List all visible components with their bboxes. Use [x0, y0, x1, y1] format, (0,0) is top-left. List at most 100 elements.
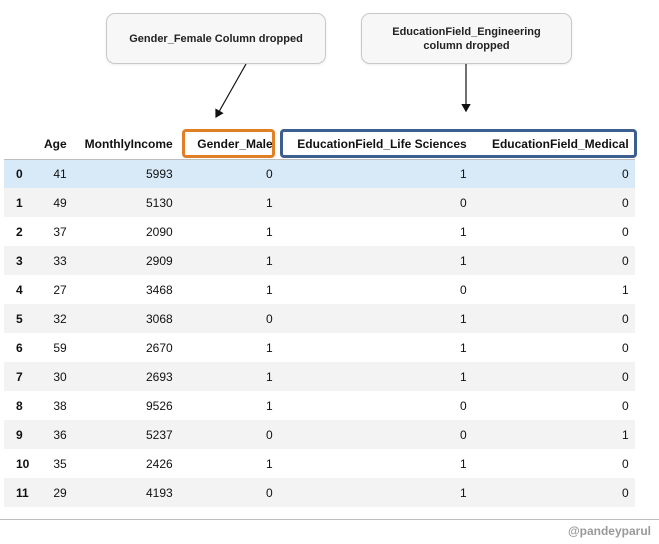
table-row: 11 29 4193 0 1 0 [4, 478, 635, 507]
cell-gender-male: 1 [178, 246, 279, 275]
cell-age: 30 [38, 362, 73, 391]
table-header-row: Age MonthlyIncome Gender_Male EducationF… [4, 130, 635, 160]
arrow-to-gender-male [215, 63, 247, 119]
table-row: 5 32 3068 0 1 0 [4, 304, 635, 333]
table-row: 9 36 5237 0 0 1 [4, 420, 635, 449]
cell-gender-male: 0 [178, 420, 279, 449]
column-header-age: Age [38, 130, 73, 160]
cell-gender-male: 1 [265, 340, 273, 355]
cell-educationfield-medical: 0 [472, 362, 635, 391]
cell-educationfield-medical: 0 [472, 304, 635, 333]
row-index: 10 [16, 456, 30, 471]
column-header-educationfield-life-sciences: EducationField_Life Sciences [278, 130, 473, 160]
row-index: 2 [16, 224, 23, 239]
row-index: 11 [4, 478, 38, 507]
cell-age: 36 [38, 420, 73, 449]
cell-monthlyincome: 5237 [72, 420, 179, 449]
column-header-index [4, 130, 38, 160]
table-row: 10 35 2426 1 1 0 [4, 449, 635, 478]
row-index: 7 [4, 362, 38, 391]
row-index: 9 [4, 420, 38, 449]
cell-gender-male: 1 [178, 188, 279, 217]
cell-educationfield-life-sciences: 1 [278, 159, 473, 188]
column-header-monthlyincome: MonthlyIncome [72, 130, 179, 160]
cell-gender-male: 0 [178, 478, 279, 507]
highlight-box-educationfield-columns [280, 129, 637, 158]
cell-monthlyincome: 9526 [145, 398, 173, 413]
cell-educationfield-medical: 0 [621, 224, 629, 239]
callout-right-text-line2: column dropped [423, 39, 510, 52]
cell-educationfield-life-sciences: 1 [459, 224, 467, 239]
cell-educationfield-life-sciences: 0 [459, 398, 467, 413]
cell-monthlyincome: 5993 [72, 159, 179, 188]
cell-monthlyincome: 4193 [72, 478, 179, 507]
cell-educationfield-medical: 0 [621, 340, 629, 355]
cell-educationfield-medical: 0 [621, 398, 629, 413]
cell-educationfield-medical: 0 [472, 246, 635, 275]
watermark-author: @pandeyparul [567, 524, 651, 538]
cell-age: 35 [53, 456, 67, 471]
row-index: 1 [4, 188, 38, 217]
cell-gender-male: 1 [265, 398, 273, 413]
callout-gender-female-dropped: Gender_Female Column dropped [106, 13, 326, 64]
cell-educationfield-life-sciences: 1 [459, 456, 467, 471]
cell-age: 49 [38, 188, 73, 217]
row-index: 5 [4, 304, 38, 333]
cell-monthlyincome: 2090 [145, 224, 173, 239]
cell-monthlyincome: 2693 [72, 362, 179, 391]
cell-monthlyincome: 2426 [145, 456, 173, 471]
row-index: 0 [4, 159, 38, 188]
cell-age: 59 [53, 340, 67, 355]
cell-educationfield-life-sciences: 1 [459, 340, 467, 355]
highlight-box-gender-male [182, 129, 275, 158]
cell-educationfield-medical: 1 [472, 420, 635, 449]
table-row: 6 59 2670 1 1 0 [4, 333, 635, 362]
callout-right-text-line1: EducationField_Engineering [392, 25, 541, 38]
cell-educationfield-medical: 0 [472, 159, 635, 188]
dataframe-table: Age MonthlyIncome Gender_Male EducationF… [4, 130, 635, 507]
cell-educationfield-medical: 0 [472, 478, 635, 507]
cell-age: 33 [38, 246, 73, 275]
cell-educationfield-medical: 0 [621, 456, 629, 471]
row-index: 8 [16, 398, 23, 413]
row-index: 6 [16, 340, 23, 355]
callout-educationfield-engineering-dropped: EducationField_Engineering column droppe… [361, 13, 572, 64]
column-header-gender-male: Gender_Male [178, 130, 279, 160]
cell-age: 37 [53, 224, 67, 239]
cell-educationfield-life-sciences: 0 [278, 188, 473, 217]
cell-educationfield-life-sciences: 1 [278, 246, 473, 275]
footer-divider [0, 519, 659, 520]
table-row: 2 37 2090 1 1 0 [4, 217, 635, 246]
cell-educationfield-medical: 1 [621, 282, 629, 297]
row-index: 3 [4, 246, 38, 275]
cell-age: 32 [38, 304, 73, 333]
cell-educationfield-life-sciences: 1 [278, 362, 473, 391]
cell-age: 27 [53, 282, 67, 297]
cell-educationfield-life-sciences: 1 [278, 304, 473, 333]
cell-age: 38 [53, 398, 67, 413]
table-row: 0 41 5993 0 1 0 [4, 159, 635, 188]
table-row: 7 30 2693 1 1 0 [4, 362, 635, 391]
callout-left-text: Gender_Female Column dropped [129, 32, 303, 45]
cell-gender-male: 1 [178, 362, 279, 391]
cell-monthlyincome: 3068 [72, 304, 179, 333]
cell-educationfield-life-sciences: 0 [278, 420, 473, 449]
table-row: 1 49 5130 1 0 0 [4, 188, 635, 217]
cell-gender-male: 0 [178, 159, 279, 188]
cell-gender-male: 1 [265, 224, 273, 239]
cell-age: 29 [38, 478, 73, 507]
cell-gender-male: 1 [265, 282, 273, 297]
table-row: 3 33 2909 1 1 0 [4, 246, 635, 275]
cell-monthlyincome: 2670 [145, 340, 173, 355]
cell-gender-male: 1 [265, 456, 273, 471]
cell-monthlyincome: 3468 [145, 282, 173, 297]
row-index: 4 [16, 282, 23, 297]
cell-monthlyincome: 2909 [72, 246, 179, 275]
cell-age: 41 [38, 159, 73, 188]
cell-educationfield-life-sciences: 1 [278, 478, 473, 507]
cell-gender-male: 0 [178, 304, 279, 333]
cell-educationfield-life-sciences: 0 [459, 282, 467, 297]
table-row: 8 38 9526 1 0 0 [4, 391, 635, 420]
cell-monthlyincome: 5130 [72, 188, 179, 217]
table-row: 4 27 3468 1 0 1 [4, 275, 635, 304]
